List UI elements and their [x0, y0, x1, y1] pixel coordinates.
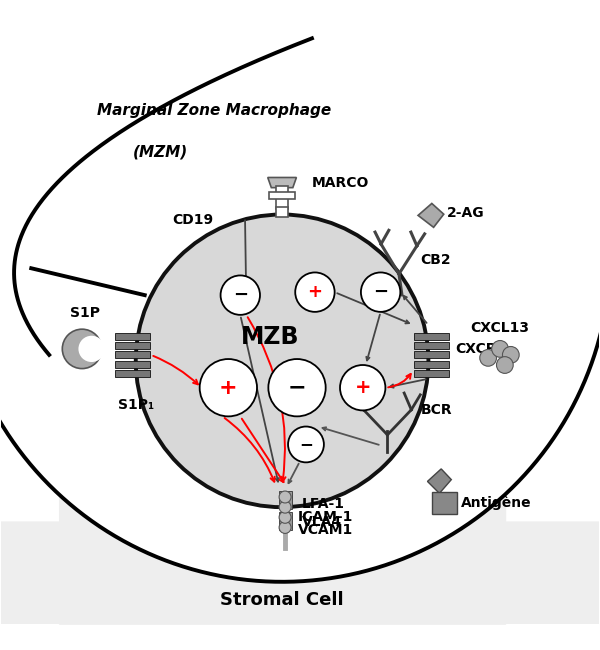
- Text: Marginal Zone Macrophage: Marginal Zone Macrophage: [97, 103, 331, 118]
- Bar: [414, 370, 449, 377]
- Bar: [115, 342, 150, 349]
- Bar: [115, 370, 150, 377]
- Text: CXCL13: CXCL13: [470, 321, 530, 335]
- Circle shape: [288, 426, 324, 462]
- Bar: [115, 333, 150, 340]
- Circle shape: [79, 336, 105, 362]
- Polygon shape: [418, 203, 444, 227]
- Bar: [414, 351, 449, 358]
- Circle shape: [480, 350, 496, 366]
- Text: MARCO: MARCO: [312, 176, 370, 190]
- Text: −: −: [288, 378, 307, 398]
- Text: LFA-1: LFA-1: [302, 497, 345, 511]
- Bar: [414, 361, 449, 368]
- Bar: [115, 361, 150, 368]
- Text: S1P₁: S1P₁: [118, 398, 154, 413]
- Text: ICAM-1: ICAM-1: [298, 510, 353, 524]
- Text: +: +: [355, 378, 371, 397]
- Text: 2-AG: 2-AG: [447, 206, 484, 220]
- Bar: [414, 333, 449, 340]
- Circle shape: [136, 214, 428, 507]
- Circle shape: [502, 346, 519, 363]
- Bar: [278, 512, 292, 530]
- Text: CXCR5: CXCR5: [455, 342, 506, 356]
- Circle shape: [361, 272, 400, 312]
- Text: +: +: [219, 378, 238, 398]
- Circle shape: [496, 357, 513, 373]
- Circle shape: [492, 341, 508, 358]
- Text: VCAM1: VCAM1: [298, 523, 353, 537]
- Bar: [432, 491, 457, 514]
- Bar: [276, 207, 288, 218]
- Circle shape: [279, 501, 291, 513]
- Text: MZB: MZB: [241, 325, 299, 349]
- Circle shape: [279, 512, 291, 523]
- Text: Stromal Cell: Stromal Cell: [220, 591, 344, 608]
- Circle shape: [221, 276, 260, 315]
- Text: BCR: BCR: [420, 403, 452, 417]
- Circle shape: [279, 491, 291, 503]
- Bar: [278, 491, 292, 509]
- Text: CD19: CD19: [172, 213, 214, 228]
- Circle shape: [279, 521, 291, 534]
- Circle shape: [340, 365, 385, 410]
- Circle shape: [200, 359, 257, 417]
- Text: S1P: S1P: [70, 306, 100, 320]
- Circle shape: [268, 359, 326, 417]
- Bar: [276, 186, 288, 209]
- Text: −: −: [233, 286, 248, 304]
- Bar: [269, 192, 295, 199]
- Circle shape: [62, 329, 102, 369]
- Text: −: −: [299, 436, 313, 454]
- Text: (MZM): (MZM): [133, 144, 188, 159]
- Text: +: +: [307, 283, 322, 301]
- Circle shape: [295, 272, 335, 312]
- Polygon shape: [427, 469, 451, 493]
- Text: Antigène: Antigène: [461, 495, 532, 510]
- Text: CB2: CB2: [420, 254, 451, 267]
- Text: −: −: [373, 283, 388, 301]
- Polygon shape: [268, 177, 296, 188]
- Text: VLA4: VLA4: [302, 515, 342, 529]
- Bar: [115, 351, 150, 358]
- Bar: [414, 342, 449, 349]
